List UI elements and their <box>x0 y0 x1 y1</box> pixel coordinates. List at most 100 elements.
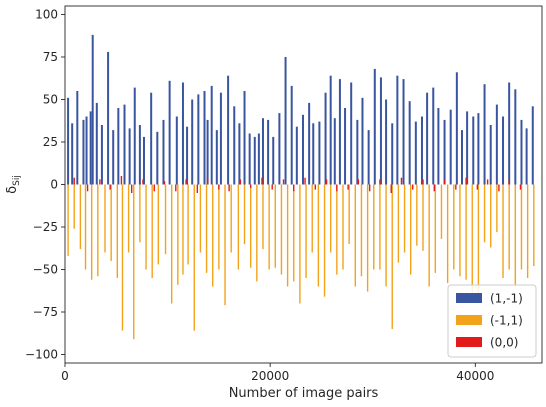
bar <box>109 184 111 190</box>
legend-swatch <box>456 337 482 347</box>
bar <box>196 184 199 193</box>
bar <box>193 184 195 331</box>
bar <box>238 123 241 185</box>
y-tick-label: −100 <box>25 348 58 362</box>
bar <box>243 91 246 185</box>
bar <box>422 179 424 185</box>
bar <box>356 119 359 185</box>
y-axis-label-main: δ <box>5 186 20 194</box>
x-axis-label: Number of image pairs <box>229 386 379 401</box>
bar <box>476 184 479 190</box>
bar <box>323 184 326 297</box>
y-tick-label: 50 <box>43 93 58 107</box>
bar <box>206 119 209 185</box>
bar <box>420 116 423 185</box>
y-tick-label: 100 <box>35 8 58 22</box>
bar <box>282 179 285 185</box>
bar <box>317 184 320 287</box>
bar <box>86 184 89 192</box>
series-1 <box>67 184 535 340</box>
bar <box>410 184 412 275</box>
bar <box>453 184 455 270</box>
bar <box>416 184 418 246</box>
bar <box>379 77 382 185</box>
bar <box>267 119 270 185</box>
bar <box>71 123 74 185</box>
bar <box>248 133 251 185</box>
y-tick-label: 75 <box>43 50 58 64</box>
bar <box>519 184 522 190</box>
bar <box>272 136 275 185</box>
bar <box>396 75 399 185</box>
bar <box>373 68 376 185</box>
bar <box>206 177 209 185</box>
bar <box>414 121 417 185</box>
bar <box>443 179 446 185</box>
bar <box>486 179 489 185</box>
bar <box>133 184 135 340</box>
bar <box>489 125 492 185</box>
y-tick-label: −75 <box>33 305 58 319</box>
bar <box>412 184 414 190</box>
bar <box>437 108 440 185</box>
bar <box>385 184 387 287</box>
bar <box>483 84 486 185</box>
bar <box>459 184 461 277</box>
bar <box>261 118 264 185</box>
bar <box>239 179 242 185</box>
bar <box>76 91 79 185</box>
bar <box>304 177 306 185</box>
bar <box>354 184 356 287</box>
bar <box>90 184 93 280</box>
y-tick-label: 0 <box>50 178 58 192</box>
bar <box>397 184 400 263</box>
bar <box>199 184 202 253</box>
bar <box>526 184 529 278</box>
bar <box>443 119 446 185</box>
x-tick-label: 20000 <box>251 369 289 383</box>
bar <box>293 184 295 282</box>
bar <box>402 79 405 185</box>
bar <box>107 51 110 185</box>
legend-label: (0,0) <box>490 336 518 350</box>
bar <box>338 79 341 185</box>
bar <box>187 184 189 265</box>
bar <box>520 119 523 185</box>
bar <box>256 184 258 282</box>
bar <box>379 184 381 270</box>
legend-swatch <box>456 315 482 325</box>
bar <box>261 177 263 185</box>
bar <box>299 184 301 304</box>
bar <box>73 177 75 185</box>
bar <box>333 118 336 185</box>
bar <box>520 184 523 270</box>
bar <box>471 184 473 297</box>
bar <box>422 184 424 251</box>
bar <box>477 113 480 185</box>
bar <box>228 184 230 192</box>
bar <box>243 184 246 244</box>
bar <box>142 136 145 185</box>
bar <box>286 184 289 287</box>
bar <box>344 108 347 185</box>
bar <box>123 104 126 185</box>
bar <box>318 121 321 185</box>
bar <box>233 106 236 185</box>
bar <box>342 184 344 270</box>
bar <box>432 87 435 185</box>
bar <box>348 184 350 244</box>
bar <box>268 184 270 270</box>
bar <box>138 125 141 185</box>
bar <box>120 176 123 185</box>
bar <box>164 184 167 255</box>
bar <box>293 184 295 192</box>
bar <box>210 85 213 185</box>
bar <box>508 82 511 185</box>
bar <box>186 126 189 185</box>
bar <box>274 184 276 268</box>
y-tick-label: 25 <box>43 135 58 149</box>
bar <box>67 184 69 256</box>
bar <box>360 184 363 277</box>
series-2 <box>73 176 522 193</box>
bar <box>465 184 467 280</box>
